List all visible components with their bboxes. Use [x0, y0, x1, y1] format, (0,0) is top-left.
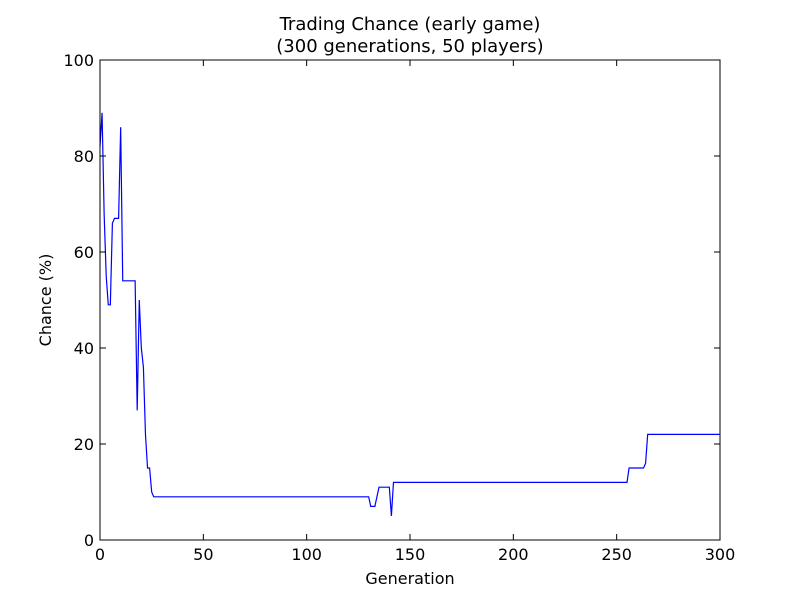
- x-axis-ticks: 0 50 100 150 200 250 300: [95, 60, 735, 564]
- x-tick-label: 200: [498, 545, 529, 564]
- y-tick-label: 40: [74, 339, 94, 358]
- x-tick-label: 100: [291, 545, 322, 564]
- x-tick-label: 50: [193, 545, 213, 564]
- x-axis-label: Generation: [365, 569, 454, 588]
- line-layer: [99, 112, 720, 517]
- y-tick-label: 100: [63, 51, 94, 70]
- y-axis-label: Chance (%): [36, 254, 55, 347]
- x-tick-label: 0: [95, 545, 105, 564]
- plot-area: [100, 60, 720, 540]
- x-tick-label: 150: [395, 545, 426, 564]
- series-line-0: [99, 112, 720, 517]
- y-axis-ticks: 0 20 40 60 80 100: [63, 51, 720, 550]
- y-tick-label: 0: [84, 531, 94, 550]
- x-tick-label: 250: [601, 545, 632, 564]
- y-tick-label: 60: [74, 243, 94, 262]
- chart-title-line-2: (300 generations, 50 players): [276, 36, 543, 57]
- y-tick-label: 80: [74, 147, 94, 166]
- chart-title-line-1: Trading Chance (early game): [279, 14, 541, 35]
- y-tick-label: 20: [74, 435, 94, 454]
- x-tick-label: 300: [705, 545, 736, 564]
